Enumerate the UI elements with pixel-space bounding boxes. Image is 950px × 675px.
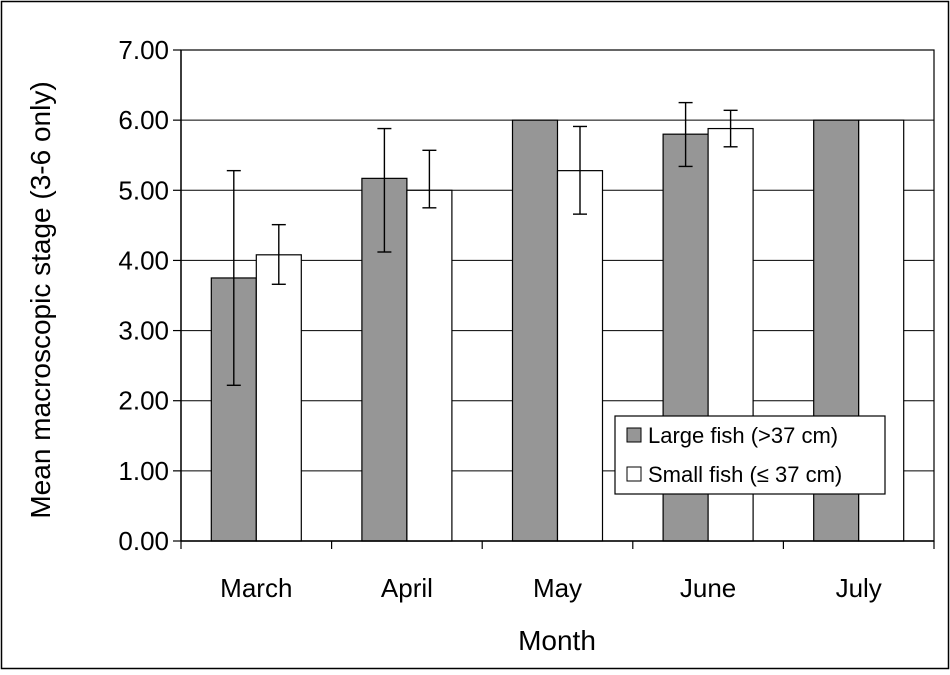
x-tick-label: June (680, 573, 736, 603)
x-tick-label: April (381, 573, 433, 603)
legend-label-small: Small fish (≤ 37 cm) (648, 462, 842, 487)
x-tick-label: May (533, 573, 582, 603)
y-tick-labels: 0.00 1.00 2.00 3.00 4.00 5.00 6.00 7.00 (118, 35, 169, 556)
legend-box (614, 415, 886, 495)
bar-may-large (511, 119, 559, 542)
legend: Large fish (>37 cm) Small fish (≤ 37 cm) (614, 415, 886, 495)
y-axis-title: Mean macroscopic stage (3-6 only) (25, 81, 56, 518)
y-tick-label: 7.00 (118, 35, 169, 65)
x-tick-label: March (220, 573, 292, 603)
y-tick-label: 2.00 (118, 386, 169, 416)
y-tick-label: 4.00 (118, 245, 169, 275)
bar-may-small (556, 170, 604, 542)
axes (173, 49, 935, 549)
bar-april-small (406, 189, 453, 542)
y-tick-label: 5.00 (118, 175, 169, 205)
y-tick-label: 1.00 (118, 456, 169, 486)
y-tick-label: 0.00 (118, 526, 169, 556)
x-tick-label: July (836, 573, 882, 603)
legend-swatch-small (626, 466, 642, 482)
x-tick-labels: March April May June July (220, 573, 882, 603)
y-tick-label: 3.00 (118, 316, 169, 346)
bar-march-small (255, 254, 302, 542)
legend-swatch-large (626, 427, 642, 443)
error-bars (226, 101, 738, 386)
x-axis-title: Month (518, 625, 596, 656)
y-tick-label: 6.00 (118, 105, 169, 135)
legend-label-large: Large fish (>37 cm) (648, 423, 838, 448)
